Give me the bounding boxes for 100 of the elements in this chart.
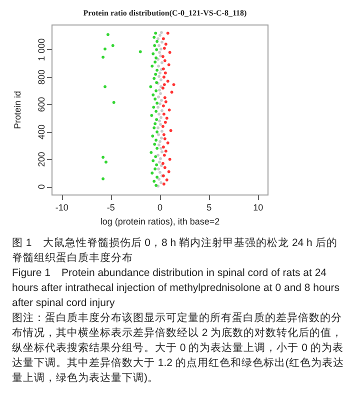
point <box>154 98 157 101</box>
point <box>164 42 168 46</box>
point <box>154 89 158 92</box>
point <box>160 40 164 44</box>
y-tick-label: 400 <box>36 124 46 140</box>
point <box>159 78 162 82</box>
x-tick-label: 10 <box>253 202 264 212</box>
point <box>162 37 165 40</box>
chart-title: Protein ratio distribution(C-0_121-VS-C-8_118) <box>83 8 248 18</box>
point <box>157 133 160 136</box>
point <box>162 46 166 50</box>
point <box>163 96 166 100</box>
point <box>158 44 161 48</box>
point <box>164 100 168 104</box>
point <box>112 100 116 104</box>
point <box>158 160 162 164</box>
point <box>163 166 166 170</box>
point <box>168 108 171 112</box>
point <box>160 150 164 154</box>
point <box>102 177 105 180</box>
point <box>156 126 160 130</box>
point <box>158 112 161 116</box>
point <box>162 182 166 186</box>
x-tick-label: 5 <box>206 202 212 212</box>
point <box>104 85 107 88</box>
point <box>102 156 105 159</box>
caption: 图 1 大鼠急性脊髓损伤后 0，8 h 鞘内注射甲基强的松龙 24 h 后的脊髓组织蛋白质丰度分布 <box>12 236 338 266</box>
point <box>154 32 158 35</box>
point <box>162 104 165 108</box>
point <box>154 60 157 64</box>
point <box>154 110 158 113</box>
y-tick-label: 800 <box>36 70 46 85</box>
point <box>150 64 154 68</box>
point <box>154 122 157 126</box>
point <box>151 134 154 138</box>
point <box>158 34 162 37</box>
y-tick-label: 0 <box>36 184 46 190</box>
point <box>149 85 152 88</box>
point <box>168 50 172 54</box>
point <box>159 47 162 50</box>
x-tick-label: -10 <box>55 202 68 212</box>
point <box>165 178 168 182</box>
point <box>161 162 164 165</box>
point <box>164 71 167 74</box>
point <box>158 102 162 106</box>
point <box>152 159 155 162</box>
point <box>159 116 162 120</box>
point <box>160 98 163 102</box>
point <box>159 181 162 184</box>
point <box>153 44 156 48</box>
point <box>152 126 156 130</box>
point <box>162 154 166 157</box>
point <box>164 150 168 153</box>
point <box>160 136 163 140</box>
point <box>161 124 164 128</box>
point <box>156 37 160 40</box>
point <box>169 129 172 132</box>
point <box>158 74 161 78</box>
point <box>155 163 158 166</box>
point <box>150 114 154 117</box>
point <box>111 44 114 48</box>
point <box>158 50 162 54</box>
point <box>170 90 174 94</box>
point <box>104 160 108 164</box>
point <box>153 142 156 146</box>
point <box>158 170 162 174</box>
point <box>160 130 164 133</box>
point <box>161 55 164 58</box>
point <box>158 88 162 92</box>
point <box>158 122 162 126</box>
caption: Figure 1 Protein abundance distribution in spinal cord of rats at 24 hours after intrathecal injection of methylprednisolone at 0 and 8 hours after spinal cord injury <box>12 266 340 311</box>
point <box>156 146 159 150</box>
point <box>106 33 110 36</box>
point <box>163 59 166 62</box>
point <box>158 143 161 146</box>
point <box>154 155 158 158</box>
point <box>156 102 159 105</box>
x-tick-label: -5 <box>106 202 115 212</box>
point <box>160 61 164 64</box>
point <box>165 116 168 120</box>
point <box>158 92 162 96</box>
point <box>163 137 166 140</box>
x-axis-title: log (protein ratios), ith base=2 <box>100 216 220 226</box>
point <box>152 52 155 56</box>
point <box>157 167 160 170</box>
y-tick-label: 600 <box>36 97 46 112</box>
point <box>160 31 163 34</box>
point <box>160 164 163 168</box>
point <box>166 141 170 144</box>
point <box>166 80 170 83</box>
point <box>150 151 153 154</box>
point <box>152 36 156 39</box>
point <box>172 83 176 86</box>
point <box>158 140 162 144</box>
point <box>154 72 158 76</box>
point <box>150 172 154 175</box>
point <box>158 119 162 122</box>
y-tick-label: 200 <box>36 152 46 167</box>
point <box>155 118 158 122</box>
point <box>152 180 156 183</box>
